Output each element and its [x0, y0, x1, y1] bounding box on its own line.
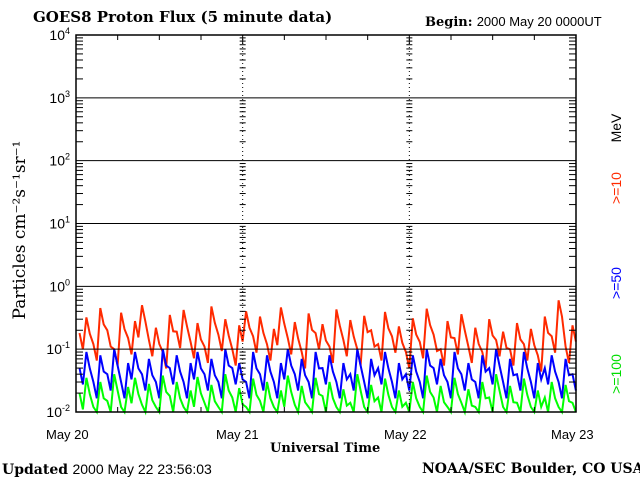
- x-tick-label: May 23: [551, 427, 594, 442]
- y-tick-label: 100: [49, 277, 70, 294]
- y-tick-label: 10-2: [46, 403, 70, 420]
- series-line-1: [78, 348, 577, 399]
- x-axis-label: Universal Time: [270, 441, 381, 456]
- y-tick-label: 101: [49, 215, 70, 232]
- legend-ge50: >=50: [608, 267, 624, 299]
- x-tick-label: May 20: [46, 427, 89, 442]
- series-line-0: [78, 300, 577, 372]
- begin-time: Begin: 2000 May 20 0000UT: [425, 14, 602, 30]
- y-tick-label: 10-1: [46, 340, 70, 357]
- begin-label: Begin:: [425, 15, 473, 30]
- series-line-2: [78, 373, 577, 416]
- credit-text: NOAA/SEC Boulder, CO USA: [422, 461, 640, 477]
- legend-ge10: >=10: [608, 172, 624, 204]
- updated-label: Updated: [2, 462, 69, 478]
- updated-value: 2000 May 22 23:56:03: [72, 461, 212, 477]
- chart-title: GOES8 Proton Flux (5 minute data): [33, 8, 333, 26]
- updated-info: Updated 2000 May 22 23:56:03: [2, 461, 212, 478]
- y-axis-label: Particles cm⁻²s⁻¹sr⁻¹: [10, 140, 30, 320]
- x-tick-label: May 22: [384, 427, 427, 442]
- legend-ge100: >=100: [608, 354, 624, 394]
- y-tick-label: 103: [49, 89, 70, 106]
- y-tick-label: 102: [49, 152, 70, 169]
- y-tick-label: 104: [49, 26, 70, 43]
- begin-value: 2000 May 20 0000UT: [476, 14, 602, 29]
- plot-frame: [75, 34, 577, 413]
- x-tick-label: May 21: [216, 427, 259, 442]
- legend-units: MeV: [608, 113, 624, 143]
